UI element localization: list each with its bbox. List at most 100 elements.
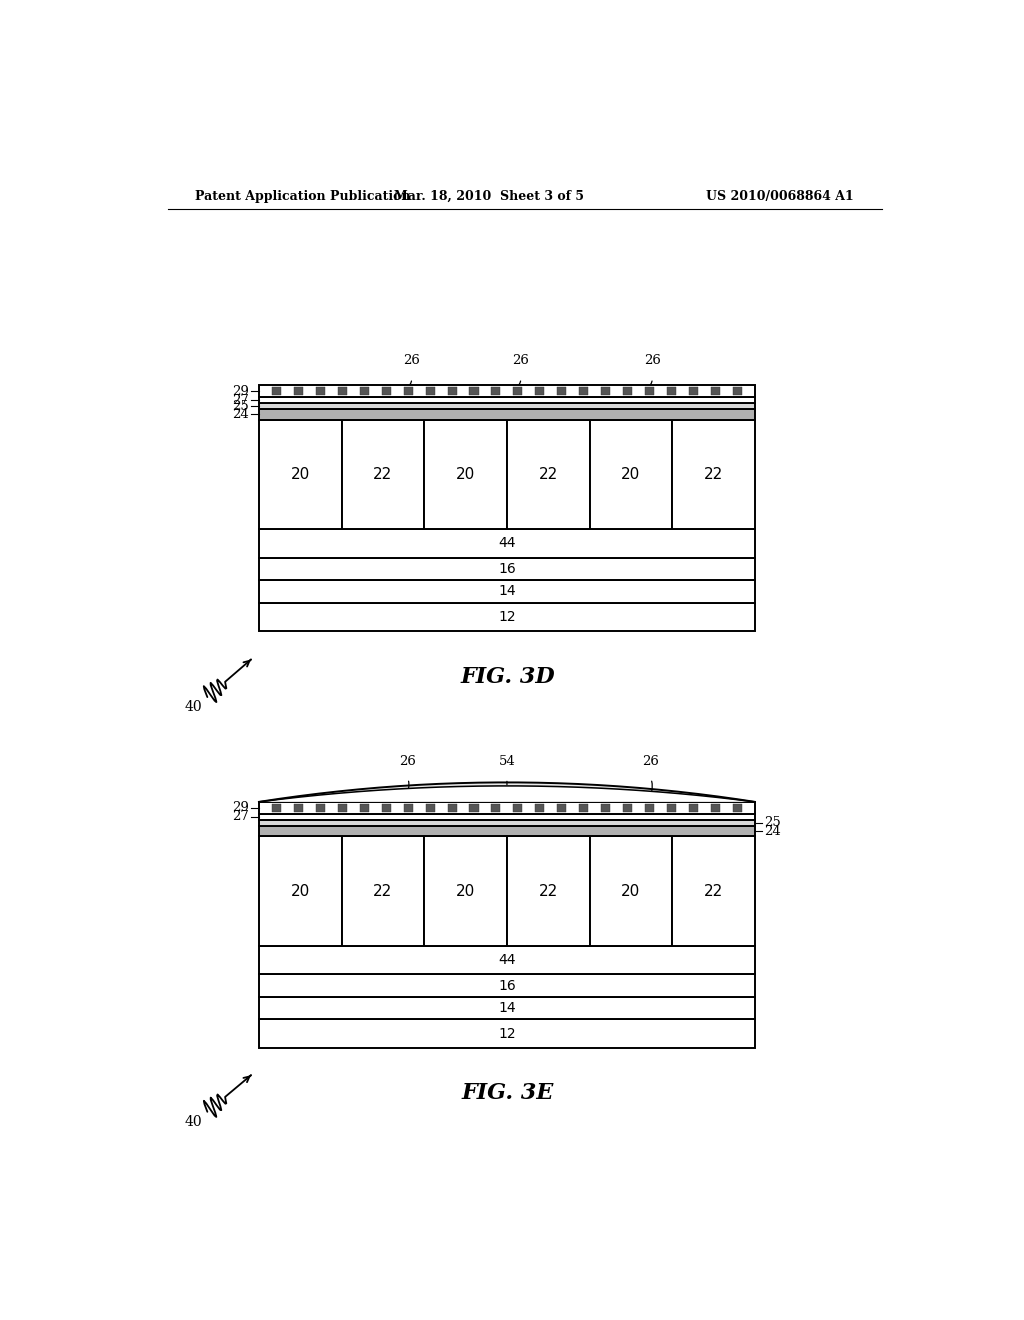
Bar <box>294 387 303 395</box>
Text: 22: 22 <box>374 883 392 899</box>
Bar <box>259 1019 755 1048</box>
Polygon shape <box>259 785 755 801</box>
Text: 14: 14 <box>498 585 516 598</box>
Text: 22: 22 <box>539 883 558 899</box>
Bar <box>557 804 566 812</box>
Text: 20: 20 <box>291 467 310 482</box>
Text: 29: 29 <box>231 384 249 397</box>
Bar <box>342 420 424 529</box>
Bar <box>689 387 698 395</box>
Bar <box>403 804 413 812</box>
Bar <box>447 804 457 812</box>
Bar <box>259 602 755 631</box>
Bar <box>507 420 590 529</box>
Bar <box>272 387 281 395</box>
Bar <box>403 387 413 395</box>
Text: 20: 20 <box>622 883 641 899</box>
Bar <box>557 387 566 395</box>
Bar <box>359 804 369 812</box>
Text: 26: 26 <box>642 755 659 768</box>
Bar <box>338 804 347 812</box>
Text: 16: 16 <box>498 562 516 576</box>
Bar <box>294 804 303 812</box>
Text: 26: 26 <box>403 354 420 367</box>
Bar <box>259 557 755 579</box>
Bar <box>424 837 507 946</box>
Bar <box>507 837 590 946</box>
Bar <box>259 801 755 814</box>
Text: 24: 24 <box>765 825 781 838</box>
Text: 26: 26 <box>512 354 529 367</box>
Bar <box>259 529 755 557</box>
Bar <box>590 420 673 529</box>
Bar <box>259 997 755 1019</box>
Text: FIG. 3E: FIG. 3E <box>461 1082 554 1105</box>
Bar <box>673 420 755 529</box>
Text: 20: 20 <box>622 467 641 482</box>
Text: 22: 22 <box>374 467 392 482</box>
Bar <box>580 387 589 395</box>
Bar <box>259 820 755 826</box>
Bar <box>469 387 478 395</box>
Text: 26: 26 <box>644 354 660 367</box>
Text: 24: 24 <box>231 408 249 421</box>
Text: Mar. 18, 2010  Sheet 3 of 5: Mar. 18, 2010 Sheet 3 of 5 <box>394 190 584 202</box>
Bar <box>733 804 742 812</box>
Bar <box>536 804 545 812</box>
Bar <box>259 837 342 946</box>
Bar <box>673 837 755 946</box>
Text: 54: 54 <box>499 755 515 768</box>
Polygon shape <box>259 783 755 801</box>
Text: 44: 44 <box>499 953 516 968</box>
Text: 27: 27 <box>231 810 249 824</box>
Text: 40: 40 <box>184 1115 202 1129</box>
Bar <box>259 403 755 409</box>
Text: 27: 27 <box>231 393 249 407</box>
Bar <box>667 387 676 395</box>
Bar <box>259 579 755 602</box>
Bar <box>624 804 632 812</box>
Bar <box>359 387 369 395</box>
Bar <box>601 804 610 812</box>
Bar <box>259 814 755 820</box>
Bar <box>645 387 654 395</box>
Bar <box>624 387 632 395</box>
Bar <box>259 826 755 837</box>
Bar <box>259 946 755 974</box>
Text: 12: 12 <box>498 610 516 624</box>
Bar <box>447 387 457 395</box>
Bar <box>513 387 522 395</box>
Text: 26: 26 <box>399 755 416 768</box>
Text: Patent Application Publication: Patent Application Publication <box>196 190 411 202</box>
Text: 12: 12 <box>498 1027 516 1040</box>
Bar <box>536 387 545 395</box>
Bar <box>645 804 654 812</box>
Bar <box>338 387 347 395</box>
Text: 40: 40 <box>184 700 202 714</box>
Text: 29: 29 <box>231 801 249 814</box>
Text: 22: 22 <box>703 467 723 482</box>
Bar <box>342 837 424 946</box>
Text: 16: 16 <box>498 978 516 993</box>
Text: 20: 20 <box>456 467 475 482</box>
Bar <box>469 804 478 812</box>
Bar <box>601 387 610 395</box>
Bar <box>426 387 434 395</box>
Bar <box>272 804 281 812</box>
Text: 44: 44 <box>499 536 516 550</box>
Bar <box>590 837 673 946</box>
Bar <box>689 804 698 812</box>
Text: 25: 25 <box>765 816 781 829</box>
Bar <box>711 804 720 812</box>
Bar <box>580 804 589 812</box>
Text: 20: 20 <box>456 883 475 899</box>
Bar <box>667 804 676 812</box>
Bar <box>315 387 325 395</box>
Bar <box>382 387 391 395</box>
Text: 22: 22 <box>703 883 723 899</box>
Bar <box>259 397 755 403</box>
Text: 25: 25 <box>231 400 249 413</box>
Text: 14: 14 <box>498 1001 516 1015</box>
Bar <box>259 409 755 420</box>
Text: FIG. 3D: FIG. 3D <box>460 665 555 688</box>
